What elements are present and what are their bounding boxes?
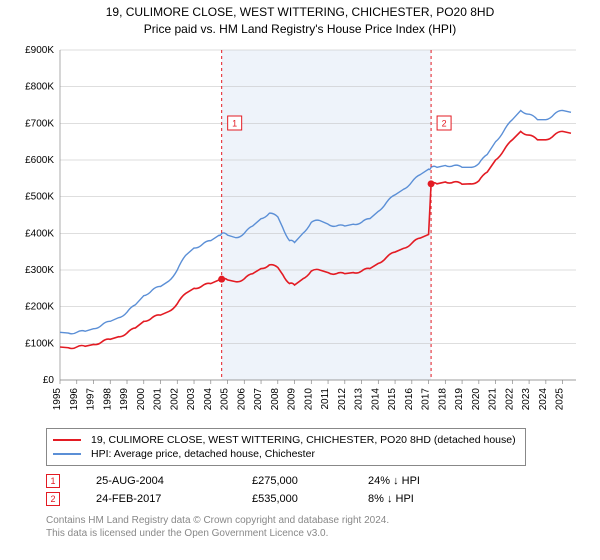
x-tick-label: 2015 bbox=[387, 387, 398, 410]
x-tick-label: 2012 bbox=[337, 387, 348, 410]
legend-label: HPI: Average price, detached house, Chic… bbox=[91, 448, 315, 460]
x-tick-label: 2005 bbox=[220, 387, 231, 410]
event-date: 25-AUG-2004 bbox=[96, 475, 216, 487]
event-marker-number: 1 bbox=[232, 118, 237, 128]
event-row-marker: 1 bbox=[46, 474, 60, 488]
x-tick-label: 2008 bbox=[270, 387, 281, 410]
x-tick-label: 1995 bbox=[52, 387, 63, 410]
x-tick-label: 2003 bbox=[186, 387, 197, 410]
x-tick-label: 2021 bbox=[488, 387, 499, 410]
x-tick-label: 2020 bbox=[471, 387, 482, 410]
attribution-footer: Contains HM Land Registry data © Crown c… bbox=[46, 514, 586, 540]
legend-swatch bbox=[53, 439, 81, 441]
chart-title-line1: 19, CULIMORE CLOSE, WEST WITTERING, CHIC… bbox=[8, 4, 592, 21]
y-tick-label: £500K bbox=[25, 191, 54, 202]
x-tick-label: 2023 bbox=[521, 387, 532, 410]
chart-title-line2: Price paid vs. HM Land Registry's House … bbox=[8, 21, 592, 38]
x-tick-label: 2006 bbox=[236, 387, 247, 410]
x-tick-label: 1998 bbox=[102, 387, 113, 410]
event-dot bbox=[218, 275, 225, 282]
x-tick-label: 2013 bbox=[354, 387, 365, 410]
y-tick-label: £700K bbox=[25, 118, 54, 129]
x-tick-label: 2019 bbox=[454, 387, 465, 410]
x-tick-label: 2004 bbox=[203, 387, 214, 410]
legend-row: HPI: Average price, detached house, Chic… bbox=[53, 447, 519, 461]
x-tick-label: 2009 bbox=[287, 387, 298, 410]
y-tick-label: £900K bbox=[25, 45, 54, 56]
x-tick-label: 2018 bbox=[437, 387, 448, 410]
x-tick-label: 1997 bbox=[86, 387, 97, 410]
x-tick-label: 2001 bbox=[153, 387, 164, 410]
legend-label: 19, CULIMORE CLOSE, WEST WITTERING, CHIC… bbox=[91, 434, 516, 446]
x-tick-label: 2017 bbox=[421, 387, 432, 410]
y-tick-label: £800K bbox=[25, 81, 54, 92]
event-dot bbox=[428, 180, 435, 187]
x-tick-label: 2002 bbox=[169, 387, 180, 410]
legend-row: 19, CULIMORE CLOSE, WEST WITTERING, CHIC… bbox=[53, 433, 519, 447]
x-tick-label: 2007 bbox=[253, 387, 264, 410]
events-table: 1 25-AUG-2004 £275,000 24% ↓ HPI 2 24-FEB-201… bbox=[46, 472, 586, 508]
event-delta: 8% ↓ HPI bbox=[368, 493, 414, 505]
chart-svg: £0 £100K £200K £300K £400K £500K £600K £700K £80… bbox=[8, 42, 592, 422]
footer-line2: This data is licensed under the Open Gov… bbox=[46, 527, 586, 540]
x-tick-label: 2022 bbox=[504, 387, 515, 410]
event-delta: 24% ↓ HPI bbox=[368, 475, 420, 487]
x-tick-label: 1996 bbox=[69, 387, 80, 410]
event-marker-number: 2 bbox=[442, 118, 447, 128]
x-tick-label: 2024 bbox=[538, 387, 549, 410]
footer-line1: Contains HM Land Registry data © Crown c… bbox=[46, 514, 586, 527]
y-tick-label: £300K bbox=[25, 265, 54, 276]
y-tick-label: £600K bbox=[25, 155, 54, 166]
y-tick-label: £400K bbox=[25, 228, 54, 239]
y-tick-label: £0 bbox=[43, 375, 55, 386]
x-tick-label: 1999 bbox=[119, 387, 130, 410]
legend-swatch bbox=[53, 453, 81, 455]
event-row-marker: 2 bbox=[46, 492, 60, 506]
x-tick-label: 2011 bbox=[320, 387, 331, 409]
y-tick-label: £200K bbox=[25, 301, 54, 312]
y-tick-label: £100K bbox=[25, 338, 54, 349]
event-date: 24-FEB-2017 bbox=[96, 493, 216, 505]
x-tick-label: 2000 bbox=[136, 387, 147, 410]
x-tick-label: 2014 bbox=[370, 387, 381, 410]
event-price: £535,000 bbox=[252, 493, 332, 505]
chart-title-block: 19, CULIMORE CLOSE, WEST WITTERING, CHIC… bbox=[8, 4, 592, 38]
event-row: 2 24-FEB-2017 £535,000 8% ↓ HPI bbox=[46, 490, 586, 508]
chart-area: £0 £100K £200K £300K £400K £500K £600K £700K £80… bbox=[8, 42, 592, 422]
x-tick-label: 2010 bbox=[303, 387, 314, 410]
legend-box: 19, CULIMORE CLOSE, WEST WITTERING, CHIC… bbox=[46, 428, 526, 466]
shaded-band bbox=[222, 50, 431, 380]
x-tick-label: 2025 bbox=[555, 387, 566, 410]
event-row: 1 25-AUG-2004 £275,000 24% ↓ HPI bbox=[46, 472, 586, 490]
event-price: £275,000 bbox=[252, 475, 332, 487]
x-tick-label: 2016 bbox=[404, 387, 415, 410]
